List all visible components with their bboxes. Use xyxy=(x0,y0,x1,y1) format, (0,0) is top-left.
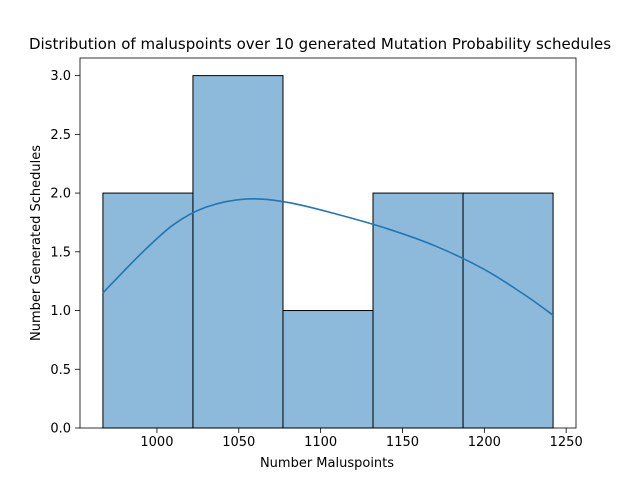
y-tick-label: 3.0 xyxy=(50,69,71,84)
y-axis-ticks: 0.0 0.5 1.0 1.5 2.0 2.5 3.0 xyxy=(50,69,80,437)
y-axis-label: Number Generated Schedules xyxy=(29,145,44,341)
histogram-bar-5 xyxy=(462,192,554,429)
x-tick-label: 1200 xyxy=(468,435,501,450)
x-tick-label: 1100 xyxy=(304,435,337,450)
x-tick-label: 1150 xyxy=(386,435,419,450)
y-tick-label: 1.5 xyxy=(50,245,71,260)
x-axis-label: Number Maluspoints xyxy=(260,456,394,471)
plot-frame xyxy=(79,57,577,429)
histogram-bars xyxy=(102,75,554,429)
x-tick-label: 1050 xyxy=(222,435,255,450)
y-tick-label: 2.0 xyxy=(50,187,71,202)
chart-title: Distribution of maluspoints over 10 gene… xyxy=(29,35,611,53)
x-tick-label: 1000 xyxy=(140,435,173,450)
histogram-bar-2 xyxy=(192,75,284,429)
x-tick-label: 1250 xyxy=(550,435,583,450)
histogram-bar-3 xyxy=(282,310,374,429)
histogram-bar-1 xyxy=(102,192,194,429)
y-tick-label: 1.0 xyxy=(50,304,71,319)
y-tick-label: 0.0 xyxy=(50,422,71,437)
kde-curve xyxy=(102,197,554,316)
y-tick-label: 2.5 xyxy=(50,128,71,143)
histogram-bar-4 xyxy=(372,192,464,429)
y-tick-label: 0.5 xyxy=(50,363,71,378)
x-axis-ticks: 1000 1050 1100 1150 1200 1250 xyxy=(140,428,583,450)
